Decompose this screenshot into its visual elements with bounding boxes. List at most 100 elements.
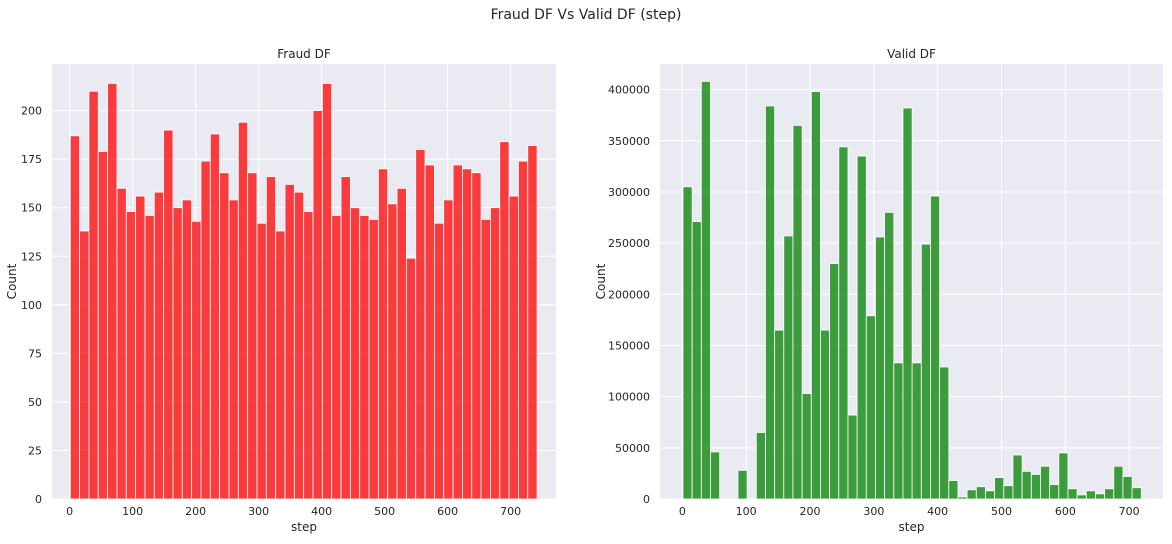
- chart-2-x-tick-label: 400: [927, 505, 948, 518]
- chart-1-bar: [97, 150, 109, 500]
- chart-1-bar: [181, 199, 193, 500]
- chart-2-bar: [957, 496, 968, 500]
- chart-2-bar: [1085, 490, 1096, 500]
- chart-1-bar: [490, 207, 501, 500]
- chart-1-bar: [163, 129, 174, 500]
- chart-1-bar: [265, 176, 277, 500]
- chart-1-bar: [284, 184, 295, 500]
- chart-2-bar: [1058, 452, 1069, 500]
- chart-1-x-tick-label: 400: [311, 505, 332, 518]
- chart-2-bar: [865, 315, 876, 500]
- chart-1-bar: [377, 168, 389, 500]
- chart-1-y-tick-label: 25: [28, 444, 42, 457]
- chart-1-bar: [209, 133, 221, 500]
- chart-1-y-tick-label: 200: [21, 105, 42, 118]
- chart-1-bar: [480, 218, 491, 500]
- chart-1-bar: [275, 230, 286, 500]
- chart-2-bar: [856, 155, 867, 500]
- chart-2-bar: [765, 105, 776, 500]
- chart-1-bar: [368, 218, 379, 500]
- chart-1-bar: [88, 90, 99, 500]
- chart-2-bar: [810, 91, 821, 500]
- chart-1-bar: [191, 220, 202, 500]
- chart-2-bar: [985, 490, 996, 500]
- chart-1-y-tick-label: 0: [35, 493, 42, 506]
- chart-2-y-tick-label: 100000: [608, 391, 650, 404]
- chart-1-bar: [387, 203, 398, 500]
- chart-1-y-tick-label: 150: [21, 202, 42, 215]
- chart-2-bar: [710, 451, 721, 500]
- chart-2-bar: [847, 414, 858, 500]
- chart-2-bar: [1040, 465, 1051, 500]
- chart-1-title: Fraud DF: [277, 47, 331, 61]
- chart-1-bar: [172, 207, 183, 500]
- chart-1-bar: [247, 172, 258, 500]
- chart-2-bar: [994, 477, 1005, 500]
- chart-1-bar: [69, 135, 81, 500]
- chart-2-bar: [1021, 470, 1032, 500]
- chart-1-bar: [256, 222, 267, 500]
- chart-1-bar: [125, 211, 137, 500]
- chart-2-x-tick-label: 600: [1055, 505, 1076, 518]
- chart-1-bar: [359, 215, 370, 500]
- chart-1-bar: [303, 211, 314, 500]
- chart-1-bar: [219, 172, 230, 500]
- chart-2-bar: [884, 212, 895, 500]
- chart-2-bar: [1113, 465, 1124, 500]
- chart-1-y-axis-label: Count: [5, 263, 19, 299]
- chart-1-bar: [107, 83, 118, 500]
- chart-2-bar: [792, 125, 803, 500]
- chart-1-y-tick-label: 175: [21, 153, 42, 166]
- chart-2-bar: [700, 81, 711, 500]
- chart-1-bar: [135, 195, 146, 500]
- chart-1-x-axis-label: step: [291, 520, 317, 534]
- chart-1-bar: [424, 164, 435, 500]
- chart-1-x-tick-label: 600: [437, 505, 458, 518]
- chart-2-bar: [774, 329, 785, 500]
- chart-1-y-tick-label: 100: [21, 299, 42, 312]
- chart-2-bar: [755, 432, 766, 500]
- chart-2-y-tick-label: 0: [643, 493, 650, 506]
- chart-1-bar: [79, 230, 90, 500]
- chart-2-bar: [801, 393, 812, 500]
- chart-2-bar: [1095, 493, 1106, 500]
- figure-title: Fraud DF Vs Valid DF (step): [491, 7, 682, 23]
- chart-2-bar: [975, 486, 986, 500]
- chart-1-bar: [452, 164, 463, 500]
- chart-2-panel: 0 100 200 300 400 500 600 700 0 50000 100000 150000…: [594, 47, 1163, 534]
- chart-2-bar: [1049, 484, 1060, 500]
- chart-2-x-tick-label: 200: [800, 505, 821, 518]
- chart-2-bar: [966, 489, 977, 500]
- chart-1-bar: [433, 222, 445, 500]
- chart-1-x-tick-label: 300: [248, 505, 269, 518]
- chart-2-x-tick-label: 100: [736, 505, 757, 518]
- chart-2-bar: [902, 107, 913, 500]
- chart-1-bar: [228, 199, 239, 500]
- chart-1-bar: [153, 191, 165, 500]
- chart-2-bar: [691, 221, 702, 500]
- chart-1-bar: [396, 187, 407, 500]
- chart-1-y-tick-label: 75: [28, 347, 42, 360]
- chart-1-x-tick-label: 100: [122, 505, 143, 518]
- chart-1-bar: [518, 160, 529, 500]
- chart-1-x-tick-label: 700: [500, 505, 521, 518]
- chart-1-bar: [508, 195, 519, 500]
- chart-2-y-tick-label: 200000: [608, 288, 650, 301]
- chart-2-bar: [1076, 494, 1087, 500]
- chart-1-bar: [499, 141, 510, 500]
- chart-2-x-axis-label: step: [899, 520, 925, 534]
- chart-2-y-tick-label: 50000: [615, 442, 650, 455]
- chart-2-x-tick-label: 0: [679, 505, 686, 518]
- chart-2-bar: [1067, 488, 1078, 500]
- chart-2-y-tick-label: 300000: [608, 186, 650, 199]
- chart-1-bar: [340, 176, 351, 500]
- chart-2-x-tick-label: 300: [863, 505, 884, 518]
- chart-1-bar: [144, 215, 155, 500]
- chart-2-bar: [1104, 488, 1115, 500]
- chart-2-bar: [820, 329, 831, 500]
- chart-2-bar: [737, 469, 748, 500]
- chart-2-bar: [1030, 474, 1041, 500]
- chart-1-x-tick-label: 500: [374, 505, 395, 518]
